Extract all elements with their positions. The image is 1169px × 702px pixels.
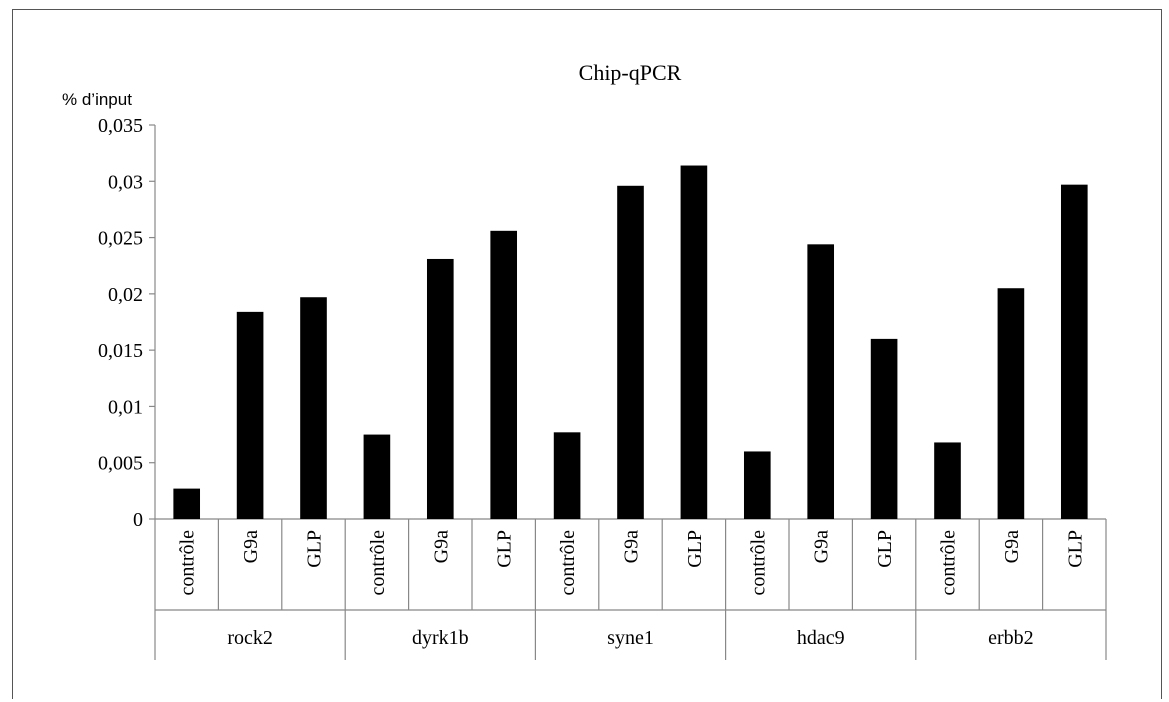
bar-hdac9-contrôle [743,451,771,519]
x-tick-label: G9a [430,530,452,563]
category-labels: contrôle G9a GLP rock2 contrôle G9a GLP dyrk1b c… [177,530,1087,649]
y-tick-label: 0,015 [98,340,143,362]
bar-dyrk1b-GLP [490,230,518,519]
group-label: dyrk1b [412,627,469,649]
x-tick-label: contrôle [557,530,579,596]
bars [173,165,1088,520]
bar-rock2-contrôle [173,488,201,519]
bar-syne1-G9a [617,185,644,519]
bar-syne1-contrôle [553,432,581,519]
y-tick-label: 0,02 [108,284,143,306]
x-tick-label: contrôle [177,530,199,596]
x-tick-label: G9a [811,530,833,563]
y-axis-label: % d’input [62,90,132,109]
bar-dyrk1b-contrôle [363,434,391,519]
x-tick-label: contrôle [367,530,389,596]
group-label: syne1 [607,627,654,649]
bar-erbb2-GLP [1060,184,1088,520]
bar-hdac9-GLP [870,338,898,519]
x-tick-label: G9a [621,530,643,563]
bar-dyrk1b-G9a [426,258,454,519]
group-label: erbb2 [988,627,1034,649]
x-tick-label: G9a [1001,530,1023,563]
y-tick-label: 0 [133,509,143,531]
y-tick-label: 0,035 [98,115,143,137]
y-tick-label: 0,01 [108,396,143,418]
x-tick-label: GLP [874,530,896,568]
x-tick-label: G9a [240,530,262,563]
y-tick-label: 0,005 [98,453,143,475]
group-label: rock2 [227,627,273,649]
group-label: hdac9 [797,627,845,649]
bar-rock2-G9a [236,311,264,519]
bar-erbb2-G9a [997,288,1025,519]
bar-rock2-GLP [300,297,327,519]
x-tick-label: GLP [494,530,516,568]
x-tick-label: contrôle [747,530,769,596]
chart-title: Chip-qPCR [579,60,682,85]
x-tick-label: GLP [684,530,706,568]
chart-frame [12,9,1162,699]
x-tick-label: GLP [304,530,326,568]
bar-erbb2-contrôle [934,442,961,519]
x-tick-label: contrôle [938,530,960,596]
bar-hdac9-G9a [807,244,835,519]
y-tick-label: 0,03 [108,171,143,193]
y-tick-label: 0,025 [98,228,143,250]
x-tick-label: GLP [1064,530,1086,568]
bar-syne1-GLP [680,165,708,520]
